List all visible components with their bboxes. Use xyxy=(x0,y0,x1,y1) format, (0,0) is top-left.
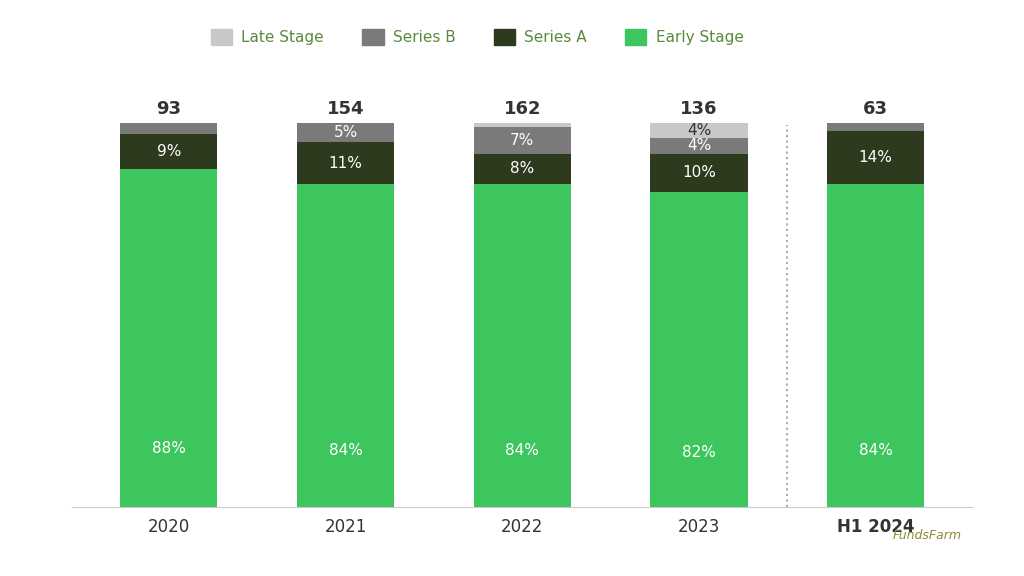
Bar xyxy=(827,123,925,131)
Bar xyxy=(120,123,217,134)
Text: 84%: 84% xyxy=(859,444,893,458)
Bar xyxy=(120,134,217,169)
Text: 88%: 88% xyxy=(152,441,185,456)
Legend: Late Stage, Series B, Series A, Early Stage: Late Stage, Series B, Series A, Early St… xyxy=(205,22,750,51)
Text: 63: 63 xyxy=(863,100,888,118)
Text: 82%: 82% xyxy=(682,445,716,460)
Text: 14%: 14% xyxy=(859,150,893,165)
Bar xyxy=(297,123,394,142)
Bar xyxy=(827,131,925,184)
Text: 8%: 8% xyxy=(510,161,535,176)
Bar xyxy=(474,184,570,507)
Bar xyxy=(297,184,394,507)
Bar xyxy=(827,184,925,507)
Bar xyxy=(297,142,394,184)
Bar xyxy=(650,123,748,138)
Bar xyxy=(474,154,570,184)
Bar xyxy=(474,123,570,127)
Bar xyxy=(650,192,748,507)
Text: 154: 154 xyxy=(327,100,365,118)
Text: 7%: 7% xyxy=(510,132,535,147)
Text: 9%: 9% xyxy=(157,144,181,159)
Text: 4%: 4% xyxy=(687,123,711,138)
Text: 4%: 4% xyxy=(687,138,711,153)
Text: 5%: 5% xyxy=(334,125,357,140)
Bar xyxy=(120,169,217,507)
Bar xyxy=(474,127,570,154)
Bar xyxy=(650,138,748,154)
Text: 136: 136 xyxy=(680,100,718,118)
Bar xyxy=(650,154,748,192)
Text: 93: 93 xyxy=(157,100,181,118)
Text: 10%: 10% xyxy=(682,165,716,180)
Text: 11%: 11% xyxy=(329,156,362,170)
Text: 84%: 84% xyxy=(505,444,540,458)
Text: 162: 162 xyxy=(504,100,541,118)
Text: FundsFarm: FundsFarm xyxy=(892,529,962,542)
Text: 84%: 84% xyxy=(329,444,362,458)
